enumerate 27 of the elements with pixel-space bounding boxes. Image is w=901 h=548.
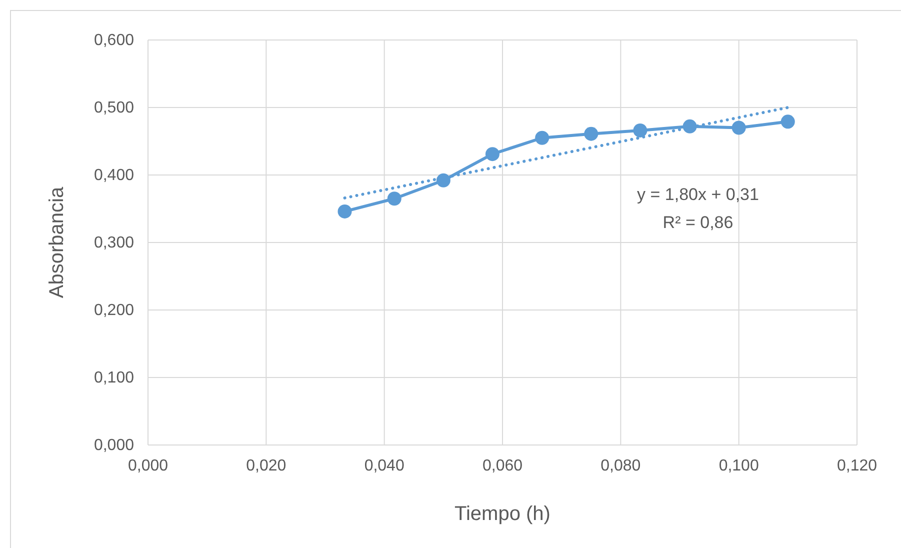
annotation: R² = 0,86 [662, 213, 734, 232]
point [436, 173, 450, 188]
y-tick-label: 0,500 [94, 100, 134, 117]
annotation: y = 1,80x + 0,31 [637, 185, 759, 204]
y-tick-label: 0,000 [94, 437, 134, 454]
point [535, 130, 550, 145]
point [338, 204, 352, 218]
x-tick-label: 0,120 [836, 457, 878, 474]
point [732, 120, 746, 135]
point [485, 147, 500, 162]
x-tick-label: 0,040 [364, 457, 404, 474]
y-axis-title: Absorbancia [46, 186, 68, 298]
x-tick-label: 0,100 [718, 457, 759, 474]
point [584, 126, 598, 141]
x-tick-label: 0,000 [128, 457, 168, 474]
x-tick-label: 0,020 [246, 457, 286, 474]
point [780, 114, 795, 129]
point [387, 192, 402, 206]
y-tick-label: 0,200 [94, 302, 134, 320]
x-tick-label: 0,080 [600, 457, 641, 474]
y-tick-label: 0,300 [94, 234, 134, 252]
point [633, 123, 648, 138]
x-axis-title: Tiempo (h) [454, 503, 550, 525]
y-tick-label: 0,400 [94, 167, 134, 184]
y-tick-label: 0,600 [94, 32, 134, 50]
y-tick-label: 0,100 [94, 370, 134, 387]
x-tick-label: 0,060 [482, 457, 523, 474]
